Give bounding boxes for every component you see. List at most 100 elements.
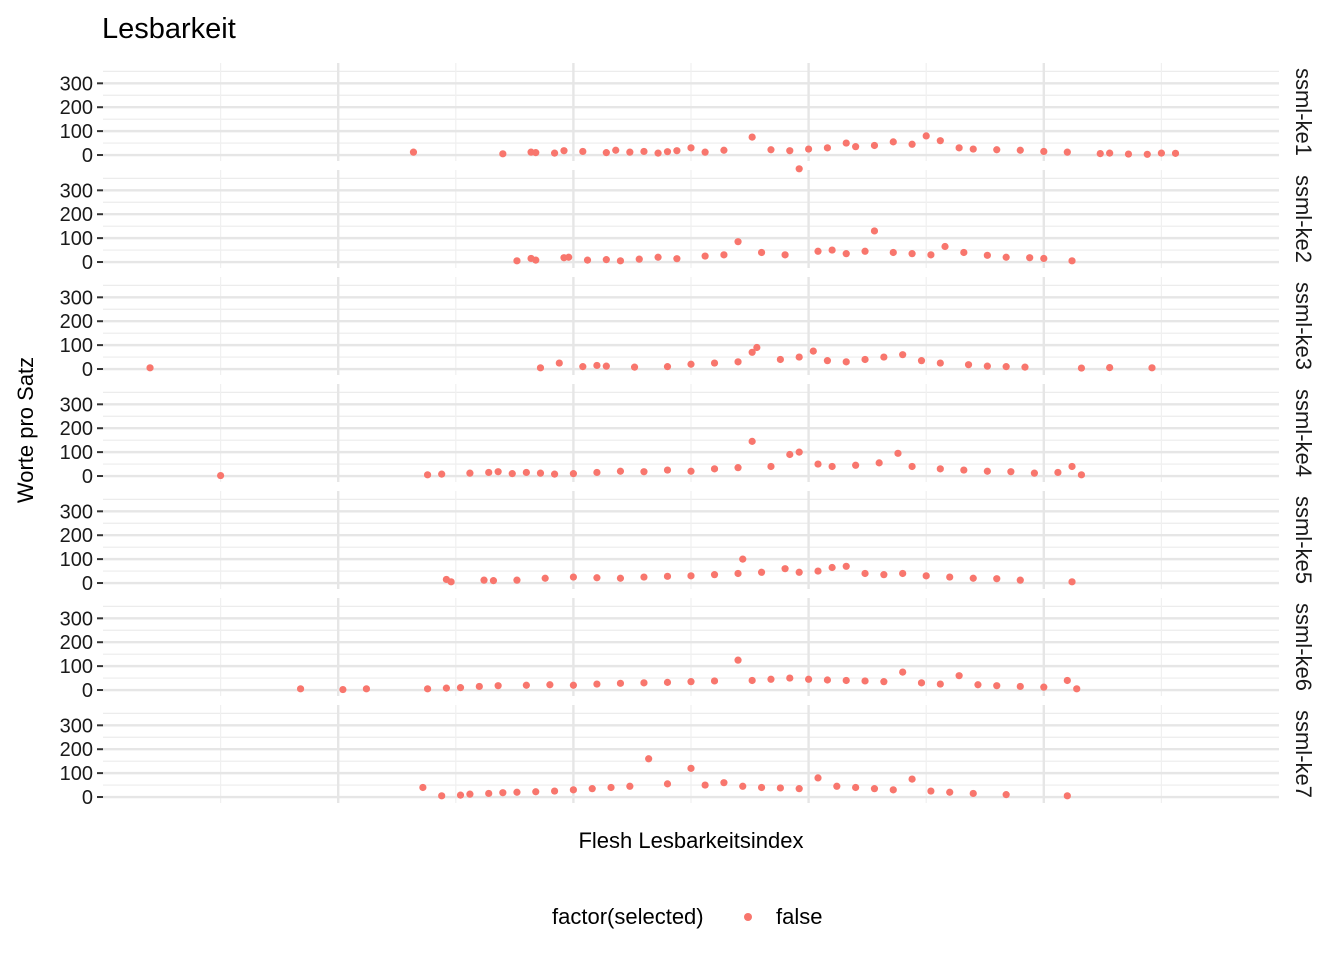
data-point [1106,149,1114,157]
data-point [626,782,634,790]
y-tick-label: 200 [60,311,93,333]
data-point [809,347,817,355]
data-point [1157,149,1165,157]
data-point [983,467,991,475]
facet-strip-label: ssml-ke2 [1291,175,1316,263]
facet-strip-label: ssml-ke6 [1291,603,1316,691]
data-point [217,471,225,480]
data-point [927,251,935,259]
data-point [1002,791,1010,799]
data-point [964,361,973,369]
data-point [936,137,944,145]
data-point [560,147,568,155]
data-point [922,572,930,580]
data-point [946,573,954,581]
data-point [687,144,695,152]
data-point [814,567,822,575]
x-axis-title: Flesh Lesbarkeitsindex [578,828,803,853]
data-point [593,361,601,370]
data-point [852,783,860,792]
data-point [626,148,634,156]
data-point [786,147,794,155]
data-point [579,147,587,156]
data-point [946,788,954,796]
data-point [917,679,926,687]
data-point [753,343,761,352]
data-point [814,247,822,255]
data-point [645,755,653,763]
data-point [795,448,803,456]
data-point [908,462,916,471]
data-point [734,464,742,472]
data-point [687,678,695,686]
data-point [1171,149,1180,157]
y-tick-label: 0 [82,680,93,702]
data-point [536,469,545,477]
data-point [499,789,507,797]
data-point [522,681,530,689]
data-point [852,461,860,469]
data-point [442,684,450,692]
data-point [861,569,869,578]
data-point [889,138,897,146]
data-point [795,165,803,173]
data-point [776,784,784,792]
y-tick-label: 300 [60,608,93,630]
data-point [899,569,907,578]
data-point [927,787,935,795]
data-point [423,685,432,693]
data-point [409,148,418,156]
data-point [616,257,625,265]
data-point [1068,462,1076,471]
data-point [842,358,850,366]
data-point [1016,576,1024,584]
y-tick-label: 100 [60,763,93,785]
data-point [993,682,1001,690]
data-point [489,577,498,585]
data-point [720,251,728,259]
y-tick-label: 0 [82,787,93,809]
data-point [828,462,836,471]
data-point [1063,148,1071,156]
y-tick-label: 300 [60,394,93,416]
data-point [550,470,559,478]
data-point [1148,364,1156,372]
data-point [296,685,305,693]
y-tick-label: 300 [60,501,93,523]
y-tick-label: 100 [60,442,93,464]
data-point [814,774,822,782]
data-point [936,359,944,367]
data-point [1002,253,1010,261]
data-point [687,360,695,368]
data-point [339,685,347,694]
data-point [508,470,516,478]
data-point [720,779,728,787]
data-point [908,775,916,783]
data-point [550,787,559,795]
data-point [739,782,747,790]
data-point [781,251,789,259]
data-point [1143,150,1151,158]
data-point [423,471,432,479]
data-point [532,149,540,157]
facet-strip-label: ssml-ke5 [1291,496,1316,584]
data-point [710,465,719,473]
y-tick-label: 100 [60,656,93,678]
data-point [776,355,784,364]
data-point [842,676,850,685]
data-point [748,133,756,141]
data-point [969,574,977,582]
data-point [908,250,916,258]
data-point [960,466,968,474]
data-point [593,680,601,688]
data-point [899,668,907,676]
data-point [480,576,488,584]
data-point [955,144,963,152]
y-tick-label: 100 [60,549,93,571]
data-point [612,146,620,154]
data-point [602,149,610,157]
data-point [941,242,949,251]
data-point [494,682,502,690]
